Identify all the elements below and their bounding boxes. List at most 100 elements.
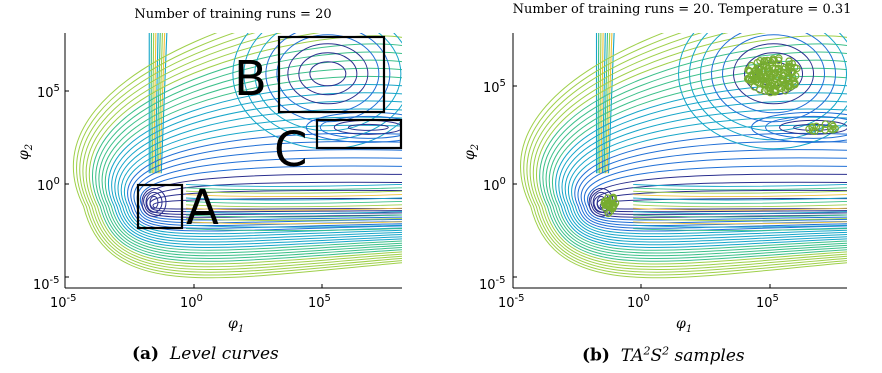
panel-a-basin-ring [309, 61, 347, 87]
panel-b-band-curve [633, 217, 847, 221]
panel-b-level-curve [536, 35, 847, 265]
sample-point [751, 71, 760, 79]
sample-point [783, 82, 792, 90]
sample-point [774, 60, 783, 68]
caption-b: (b) TA2S2 samples [582, 344, 745, 366]
sample-point [766, 81, 775, 90]
caption-a-tag: (a) [132, 344, 160, 364]
panel-b-elongated-ring [765, 115, 847, 139]
panel-b-ridge-line [598, 33, 602, 174]
caption-b-text: TA2S2 samples [620, 344, 745, 366]
region-box-c [315, 118, 403, 150]
sample-point [831, 124, 839, 133]
panel-a-ridge-line [159, 33, 166, 174]
panel-b-ridge-line [607, 33, 615, 174]
sample-point [789, 76, 798, 85]
panel-a-level-curve [95, 51, 402, 260]
panel-a-minimum-ring [145, 191, 163, 213]
panel-a-level-curve [73, 33, 402, 279]
region-label-a: A [186, 180, 219, 236]
panel-b-level-curve [599, 198, 847, 210]
panel-b-band-curve [633, 214, 847, 218]
panel-a-level-curve [98, 59, 402, 257]
panel-a-level-curve [76, 33, 402, 276]
panel-a-contours [73, 33, 402, 279]
sample-point [604, 209, 613, 218]
panel-a-level-curve [133, 149, 402, 227]
panel-b-ytick-2: 100 [483, 176, 506, 194]
panel-a-level-curve [136, 157, 402, 224]
panel-a-band-curve [185, 190, 402, 194]
sample-point [755, 64, 764, 73]
sample-point [771, 68, 780, 77]
panel-a-basin-ring [254, 33, 402, 132]
caption-a: (a) Level curves [132, 344, 279, 364]
panel-a-basin-ring [243, 33, 402, 141]
panel-b-level-curve [580, 149, 847, 227]
panel-b-level-curve [593, 181, 847, 216]
panel-b-level-curve [555, 84, 847, 249]
panel-a-band-curve [185, 207, 402, 211]
panel-b-level-curve [571, 124, 847, 235]
panel-b-level-curve [523, 33, 847, 276]
panel-b-band-curve [633, 228, 847, 232]
panel-a-ridge-line [156, 33, 161, 174]
panel-a-elongated-ring [319, 115, 402, 139]
panel-a: Number of training runs = 20 B C A 10-5 … [16, 7, 403, 335]
region-label-c: C [274, 122, 308, 178]
panel-a-level-curve [111, 92, 402, 246]
sample-point [765, 73, 774, 81]
panel-b-contours [520, 33, 847, 279]
panel-b-band-curve [633, 197, 847, 201]
panel-a-band-curve [185, 214, 402, 218]
panel-b-level-curve [548, 67, 847, 254]
panel-b-level-curve [577, 141, 847, 229]
panel-b-title: Number of training runs = 20. Temperatur… [513, 2, 852, 17]
panel-b-basin-ring [722, 34, 826, 114]
panel-b-level-curve [539, 43, 847, 262]
sample-point [764, 64, 773, 73]
panel-a-ylabel: φ2 [16, 144, 35, 160]
sample-point [788, 59, 796, 68]
panel-b-level-curve [529, 33, 847, 270]
panel-a-level-curve [152, 198, 402, 210]
sample-point [600, 199, 609, 208]
panel-b-basin-ring [733, 43, 815, 105]
panel-a-level-curve [123, 124, 402, 235]
sample-point [767, 58, 775, 67]
panel-b-band-curve [633, 183, 847, 187]
panel-a-band-curve [185, 187, 402, 191]
panel-a-ridge-line [151, 33, 155, 174]
panel-a-xtick-2: 100 [180, 293, 203, 311]
panel-a-level-curve [79, 33, 402, 273]
panel-a-elongated-ring [347, 123, 389, 131]
panel-b-level-curve [567, 116, 847, 238]
panel-b-ylabel: φ2 [462, 144, 481, 160]
panel-a-minimum-ring [149, 195, 159, 209]
panel-a-band-curve [185, 200, 402, 204]
panel-a-band-curve [185, 217, 402, 221]
panel-a-xtick-3: 105 [308, 293, 331, 311]
panel-a-band-curve [185, 228, 402, 232]
panel-b-level-curve [551, 75, 847, 251]
panel-a-basin-ring [287, 43, 369, 105]
panel-b-level-curve [564, 108, 847, 240]
panel-b-band-curve [633, 207, 847, 211]
panel-b-band-curve [633, 211, 847, 215]
sample-point [776, 67, 784, 76]
sample-point [788, 67, 797, 76]
sample-point [821, 126, 829, 134]
region-box-b [277, 35, 386, 114]
panel-a-level-curve [146, 181, 402, 216]
panel-a-band-curve [185, 221, 402, 225]
region-box-a [136, 183, 184, 230]
panel-a-level-curve [143, 173, 402, 218]
region-label-b: B [234, 51, 267, 107]
panel-b-elongated-ring [751, 111, 847, 143]
panel-a-band-curve [185, 211, 402, 215]
panel-b-ridge-line [603, 33, 609, 174]
sample-point [763, 65, 772, 73]
panel-a-ridge-line [150, 33, 152, 174]
panel-b-ridge-line [604, 33, 611, 174]
